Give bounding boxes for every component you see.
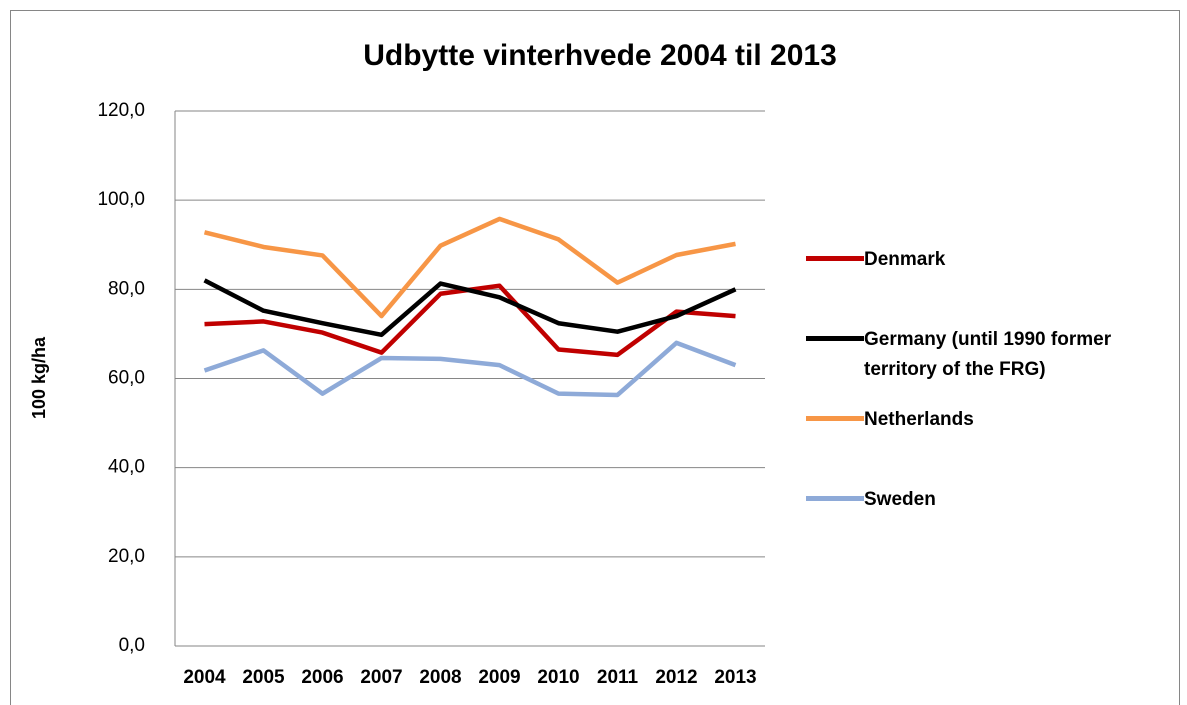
y-tick-label: 80,0 <box>108 278 145 299</box>
chart-title: Udbytte vinterhvede 2004 til 2013 <box>363 39 837 72</box>
legend-label: Sweden <box>864 489 936 510</box>
legend-swatch <box>806 416 864 421</box>
legend-label: Netherlands <box>864 409 974 430</box>
x-tick-label: 2011 <box>597 667 639 688</box>
y-axis-title: 100 kg/ha <box>29 336 49 419</box>
legend-swatch <box>806 496 864 501</box>
legend-swatch <box>806 256 864 261</box>
y-tick-label: 100,0 <box>97 189 145 210</box>
series-line <box>203 340 737 398</box>
x-tick-label: 2010 <box>537 667 579 688</box>
y-tick-label: 120,0 <box>97 100 145 121</box>
chart-frame <box>10 10 1180 705</box>
x-tick-label: 2009 <box>478 667 520 688</box>
series-line <box>203 278 737 338</box>
y-tick-label: 60,0 <box>108 368 145 389</box>
x-tick-label: 2006 <box>301 667 343 688</box>
x-tick-label: 2012 <box>655 667 697 688</box>
x-tick-label: 2008 <box>419 667 461 688</box>
y-tick-label: 0,0 <box>119 635 145 656</box>
legend-item: Denmark <box>806 245 1164 275</box>
legend-label: Germany (until 1990 former territory of … <box>864 329 1112 380</box>
x-tick-label: 2005 <box>242 667 285 688</box>
x-tick-label: 2013 <box>714 667 756 688</box>
legend-label: Denmark <box>864 249 946 270</box>
legend-item: Netherlands <box>806 405 1164 435</box>
legend-swatch <box>806 336 864 341</box>
legend-item: Sweden <box>806 485 1164 515</box>
x-tick-label: 2004 <box>183 667 226 688</box>
legend-item: Germany (until 1990 former territory of … <box>806 325 1164 385</box>
x-tick-label: 2007 <box>360 667 402 688</box>
y-tick-label: 20,0 <box>108 546 145 567</box>
series-line <box>203 216 736 319</box>
y-tick-label: 40,0 <box>108 457 145 478</box>
